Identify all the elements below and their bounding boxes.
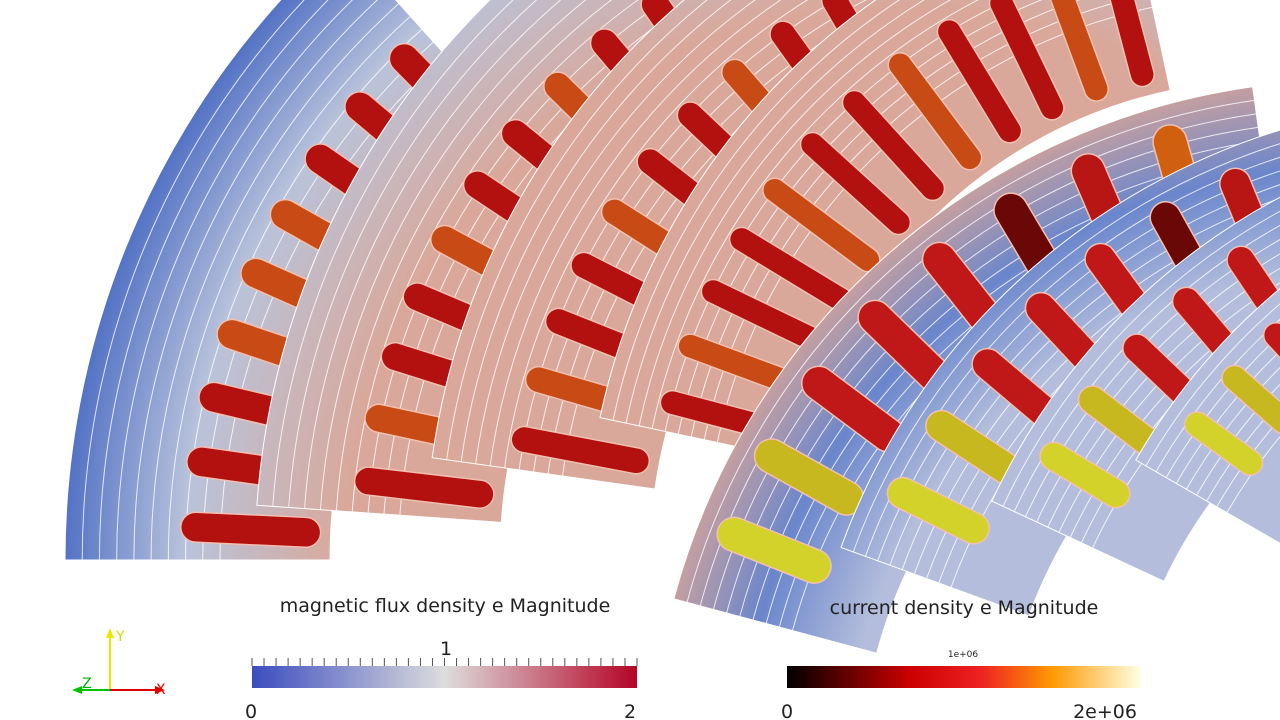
field-line — [1175, 350, 1280, 484]
field-line — [699, 113, 1257, 607]
field-line — [638, 0, 952, 426]
field-line — [1024, 239, 1280, 517]
slot — [799, 131, 912, 236]
colorbar-label: 1 — [440, 638, 452, 660]
field-line — [1165, 334, 1280, 478]
field-line — [1185, 366, 1280, 490]
colorbar-label: 2 — [624, 701, 636, 720]
field-line — [133, 0, 379, 561]
field-line — [1155, 318, 1280, 472]
machine-geometry — [64, 0, 1280, 654]
field-line — [1206, 400, 1280, 502]
field-line — [489, 0, 782, 466]
field-line — [913, 211, 1280, 575]
field-line — [475, 0, 756, 464]
field-line — [504, 0, 809, 468]
field-line — [901, 197, 1280, 570]
field-line — [167, 15, 411, 561]
slot — [510, 425, 651, 475]
field-line — [1216, 418, 1280, 508]
field-line — [739, 153, 1263, 617]
field-line — [651, 0, 979, 429]
colorbar-ticks — [251, 658, 638, 666]
field-line — [664, 0, 1009, 432]
slot — [988, 0, 1065, 121]
field-line — [703, 0, 1128, 440]
slot — [353, 466, 495, 509]
field-line — [272, 0, 514, 507]
slot — [1184, 411, 1264, 476]
field-line — [1002, 210, 1280, 507]
field-line — [304, 0, 562, 509]
slot — [180, 511, 322, 549]
field-line — [926, 225, 1280, 579]
slot — [1043, 0, 1109, 102]
field-line — [1013, 224, 1280, 512]
colorbar-label: 2e+06 — [1073, 701, 1137, 720]
field-line — [889, 184, 1280, 566]
flux-colorbar: magnetic flux density e Magnitude 0 1 2 — [245, 595, 638, 720]
field-line — [877, 170, 1280, 561]
slot — [887, 52, 983, 171]
field-line — [712, 126, 1259, 610]
colorbar — [787, 666, 1140, 688]
field-line — [864, 156, 1280, 557]
field-line — [116, 0, 354, 561]
field-line — [1047, 267, 1280, 528]
field-line — [150, 3, 400, 561]
field-line — [288, 0, 538, 508]
slot — [936, 18, 1023, 144]
axes-triad: Y Z X — [72, 628, 166, 698]
colorbar-title: current density e Magnitude — [830, 597, 1099, 619]
field-line — [81, 0, 305, 561]
axis-label: Z — [82, 676, 92, 692]
slot — [841, 89, 946, 202]
slot — [1039, 441, 1131, 509]
field-line — [852, 143, 1280, 553]
slot — [1262, 322, 1280, 397]
colorbar-label: 1e+06 — [948, 650, 979, 660]
field-line — [1058, 282, 1280, 533]
slot — [1221, 364, 1280, 435]
field-line — [319, 0, 587, 510]
axis-label: Y — [115, 629, 125, 645]
field-line — [726, 140, 1261, 614]
colorbar-label: 0 — [245, 701, 257, 720]
field-line — [335, 0, 612, 511]
colorbar-label: 0 — [781, 701, 793, 720]
field-line — [1145, 303, 1280, 467]
field-line — [686, 99, 1255, 603]
slot — [886, 476, 990, 545]
field-line — [98, 0, 329, 561]
field-line — [690, 0, 1081, 438]
slot — [716, 516, 832, 584]
slot — [1099, 0, 1155, 88]
field-line — [1196, 383, 1280, 496]
axis-label: X — [156, 682, 166, 698]
current-colorbar: current density e Magnitude 1e+06 0 2e+0… — [781, 597, 1140, 720]
colorbar — [252, 666, 637, 688]
field-line — [446, 0, 708, 460]
field-line — [460, 0, 732, 462]
field-line — [677, 0, 1043, 435]
field-line — [716, 6, 1153, 443]
field-line — [1036, 253, 1280, 523]
field-line — [612, 0, 901, 421]
field-line — [625, 0, 925, 424]
field-line — [1226, 436, 1280, 513]
colorbar-title: magnetic flux density e Magnitude — [280, 595, 611, 617]
